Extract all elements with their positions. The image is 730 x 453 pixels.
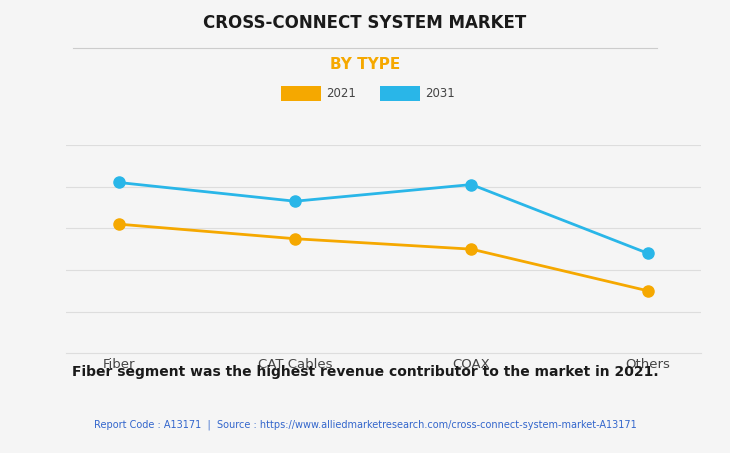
Text: 2031: 2031 (425, 87, 455, 100)
Text: Report Code : A13171  |  Source : https://www.alliedmarketresearch.com/cross-con: Report Code : A13171 | Source : https://… (93, 419, 637, 429)
Text: 2021: 2021 (326, 87, 356, 100)
Text: Fiber segment was the highest revenue contributor to the market in 2021.: Fiber segment was the highest revenue co… (72, 365, 658, 379)
Text: BY TYPE: BY TYPE (330, 57, 400, 72)
Text: CROSS-CONNECT SYSTEM MARKET: CROSS-CONNECT SYSTEM MARKET (204, 14, 526, 32)
